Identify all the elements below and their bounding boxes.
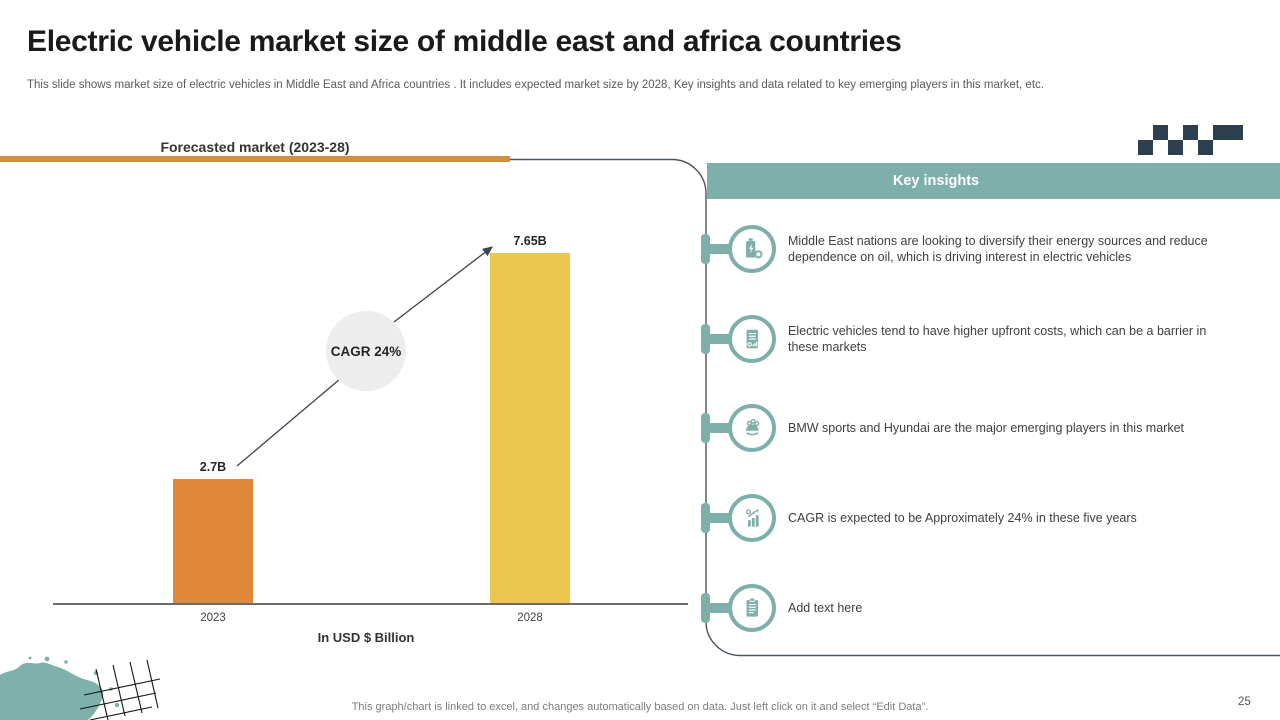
chart-heading: Forecasted market (2023-28) (160, 139, 350, 155)
insight-item-2: Electric vehicles tend to have higher up… (700, 304, 1275, 374)
paint-splash-decoration (0, 656, 161, 720)
x-tick-2023: 2023 (200, 612, 226, 624)
connector-cap (701, 503, 710, 533)
insight-text: BMW sports and Hyundai are the major eme… (788, 421, 1184, 435)
excel-link-note: This graph/chart is linked to excel, and… (351, 701, 929, 713)
insight-text: CAGR is expected to be Approximately 24%… (788, 511, 1137, 525)
cagr-badge: CAGR 24% (326, 311, 406, 391)
connector-bar (706, 513, 739, 523)
bar-value-label-2023: 2.7B (199, 460, 227, 474)
bar-group-2023: 2.7B (173, 460, 253, 603)
connector-bar (706, 334, 739, 344)
bar-value-label-2028: 7.65B (513, 234, 547, 248)
insight-text: Add text here (788, 601, 863, 615)
connector-cap (701, 593, 710, 623)
insight-item-5: Add text here (700, 573, 1275, 643)
insight-item-4: CAGR is expected to be Approximately 24%… (700, 483, 1275, 553)
page-title: Electric vehicle market size of middle e… (27, 25, 902, 58)
checker-decoration (1138, 125, 1243, 155)
insight-item-3: BMW sports and Hyundai are the major eme… (700, 393, 1275, 463)
connector-bar (706, 244, 739, 254)
chart-heading-underline (0, 156, 510, 162)
bar-2028 (490, 253, 570, 603)
page-number: 25 (1238, 696, 1251, 708)
growth-chart-icon (745, 509, 759, 527)
page-subtitle: This slide shows market size of electric… (27, 79, 1044, 91)
connector-cap (701, 413, 710, 443)
clipboard-icon (746, 597, 758, 617)
insight-text: Electric vehicles tend to have higher up… (788, 324, 1207, 354)
invoice-document-icon (746, 329, 758, 349)
bar-2023 (173, 479, 253, 603)
key-insights-header: Key insights (707, 163, 1280, 199)
insight-item-1: Middle East nations are looking to diver… (700, 214, 1275, 284)
emerging-players-icon (746, 418, 760, 436)
insight-text: Middle East nations are looking to diver… (788, 234, 1208, 264)
x-axis-line (53, 603, 688, 605)
axis-unit-label: In USD $ Billion (317, 630, 415, 645)
connector-bar (706, 423, 739, 433)
connector-cap (701, 234, 710, 264)
bar-group-2028: 7.65B (490, 234, 570, 603)
connector-bar (706, 603, 739, 613)
battery-gear-icon (746, 238, 763, 259)
connector-cap (701, 324, 710, 354)
x-tick-2028: 2028 (517, 612, 543, 624)
